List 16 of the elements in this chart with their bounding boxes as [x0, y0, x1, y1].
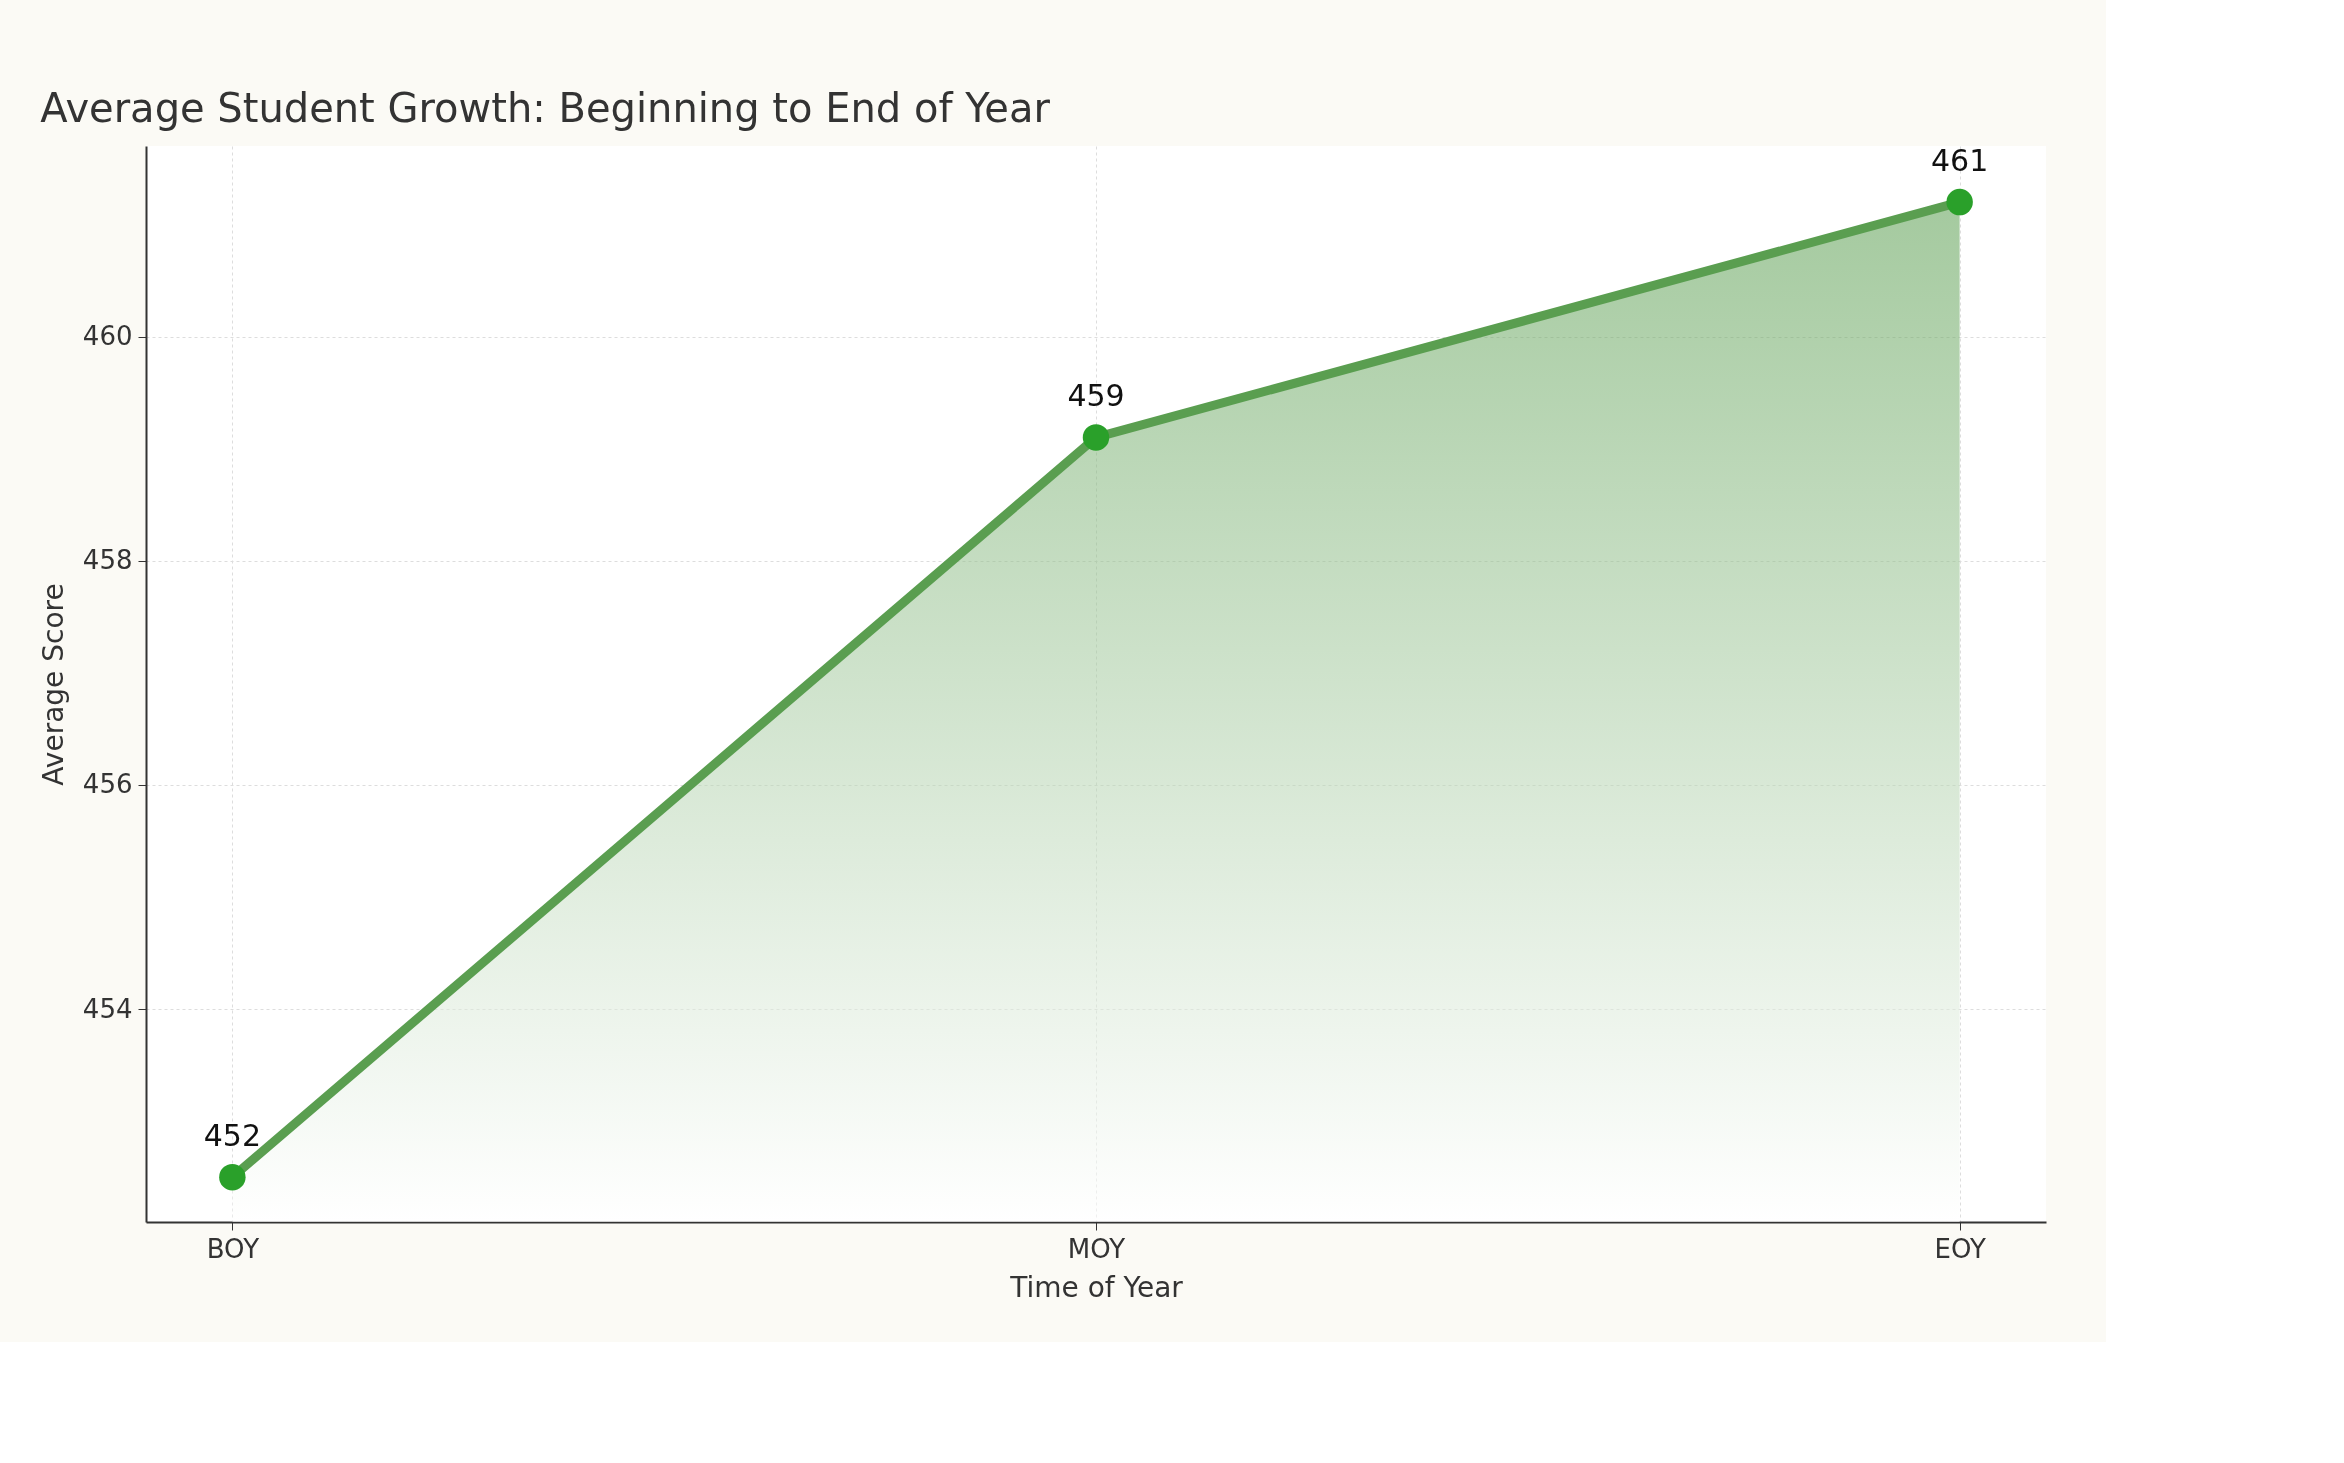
- y-axis-title: Average Score: [36, 583, 70, 786]
- point: [1946, 188, 1973, 216]
- x-tick-label: BOY: [206, 1233, 260, 1264]
- x-axis-title: Time of Year: [1009, 1270, 1184, 1304]
- data-label: 459: [1067, 378, 1125, 414]
- data-label: 452: [203, 1118, 261, 1154]
- point: [219, 1163, 246, 1191]
- chart-title: Average Student Growth: Beginning to End of Year: [40, 85, 1051, 131]
- y-tick-label: 460: [82, 321, 133, 352]
- data-label: 461: [1931, 143, 1989, 179]
- y-tick-label: 454: [82, 993, 133, 1024]
- y-tick-label: 456: [82, 769, 133, 800]
- x-tick-label: MOY: [1067, 1233, 1126, 1264]
- y-tick-label: 458: [82, 545, 133, 576]
- point: [1082, 424, 1110, 451]
- x-tick-label: EOY: [1934, 1233, 1986, 1264]
